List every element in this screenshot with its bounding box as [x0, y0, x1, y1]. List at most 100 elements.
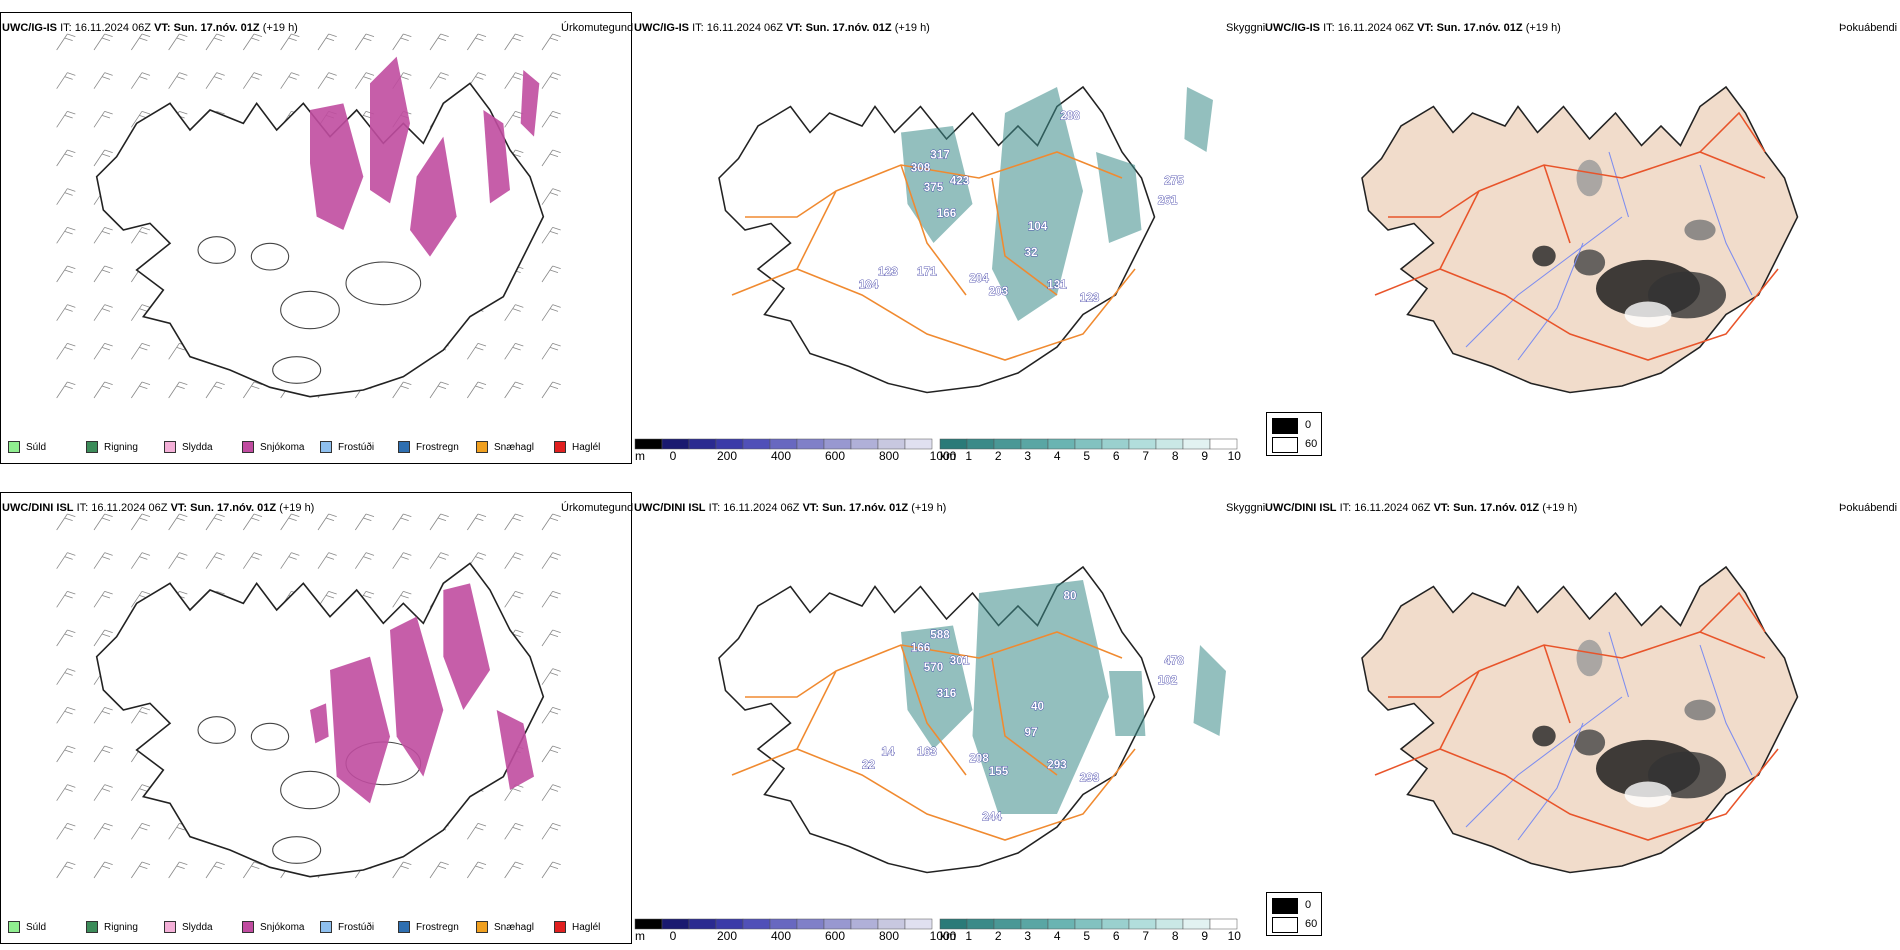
- road-network: [731, 631, 1136, 841]
- it-label: IT:: [76, 502, 89, 514]
- vt-label: VT:: [1417, 22, 1434, 34]
- panel-title: Úrkomutegund: [561, 22, 634, 34]
- fog-area: [1648, 751, 1726, 799]
- legend-label: Frostúði: [338, 921, 375, 933]
- model-name: UWC/IG-IS: [1265, 22, 1320, 34]
- glacier-outline: [197, 236, 236, 264]
- it-label: IT:: [1323, 22, 1335, 34]
- ceiling-label: 478: [1164, 655, 1184, 668]
- legend-item: Frostregn: [398, 441, 476, 453]
- ceiling-label: 301: [950, 655, 970, 668]
- ceiling-label: 123: [1080, 292, 1100, 305]
- legend-item: Haglél: [554, 921, 632, 933]
- snow-area: [390, 616, 444, 777]
- visibility-tick: 10: [1227, 929, 1241, 943]
- ceiling-label: 308: [911, 162, 931, 175]
- visibility-tick: 10: [1227, 449, 1241, 463]
- visibility-tick: 4: [1053, 449, 1061, 463]
- road-network: [731, 151, 1136, 361]
- visibility-tick: 7: [1142, 449, 1150, 463]
- lead-time: (+19 h): [1542, 502, 1578, 514]
- lead-time: (+19 h): [894, 22, 930, 34]
- fog-area: [1684, 219, 1716, 241]
- legend-item: Frostúði: [320, 441, 398, 453]
- legend-item: Rigning: [86, 921, 164, 933]
- glacier-outline: [250, 242, 290, 271]
- ceiling-label: 203: [989, 285, 1009, 298]
- ceiling-ticks: 0 200 400 600 800 1000: [646, 929, 970, 943]
- glacier-outline: [272, 836, 322, 864]
- fog-indicator-map: [1361, 565, 1799, 874]
- precip-legend: Súld Rigning Slydda Snjókoma Frostúði Frostre…: [8, 921, 632, 933]
- fog-area: [1624, 781, 1672, 808]
- legend-swatch: [398, 441, 410, 453]
- visibility-tick: 3: [1024, 449, 1032, 463]
- fog-tick: 0: [1305, 419, 1312, 431]
- ceiling-tick: 0: [669, 449, 677, 463]
- vt-label: VT:: [1433, 502, 1451, 514]
- model-name: UWC/IG-IS: [2, 22, 57, 34]
- legend-label: Frostúði: [338, 441, 375, 453]
- run-info: UWC/IG-IS IT: 16.11.2024 06Z VT: Sun. 17…: [1265, 22, 1561, 34]
- low-visibility-area: [901, 126, 973, 243]
- it-value: 16.11.2024 06Z: [91, 502, 168, 514]
- low-visibility-area: [1096, 152, 1142, 243]
- legend-item: Slydda: [164, 921, 242, 933]
- roads: [1374, 591, 1779, 841]
- legend-label: Snæhagl: [494, 921, 535, 933]
- snow-area: [370, 56, 410, 204]
- model-name: UWC/DINI ISL: [2, 502, 74, 514]
- it-value: 16.11.2024 06Z: [1354, 502, 1431, 514]
- legend-label: Súld: [26, 921, 47, 933]
- ceiling-label: 317: [930, 149, 950, 162]
- ceiling-label: 155: [989, 765, 1009, 778]
- ceiling-label: 275: [1164, 175, 1184, 188]
- fog-area: [1576, 639, 1603, 677]
- lead-time: (+19 h): [279, 502, 315, 514]
- snow-area: [410, 136, 457, 257]
- fog-tick: 60: [1305, 438, 1318, 450]
- fog-swatch-light: [1272, 437, 1298, 453]
- fog-area: [1573, 249, 1606, 276]
- legend-item: Frostregn: [398, 921, 476, 933]
- ceiling-tick: 1000: [929, 449, 957, 463]
- ceiling-label: 244: [982, 811, 1002, 824]
- ceiling-tick: 200: [716, 449, 738, 463]
- ceiling-colorbar: [634, 918, 933, 930]
- visibility-ticks: 1 2 3 4 5 6 7 8 9 10: [954, 929, 1249, 943]
- visibility-tick: 5: [1083, 449, 1091, 463]
- it-label: IT:: [692, 22, 704, 34]
- legend-swatch: [164, 921, 176, 933]
- fog-area: [1532, 725, 1556, 747]
- legend-item: Slydda: [164, 441, 242, 453]
- fog-area: [1532, 245, 1556, 267]
- rivers: [1465, 631, 1753, 841]
- legend-item: Haglél: [554, 441, 632, 453]
- run-info: UWC/IG-IS IT: 16.11.2024 06Z VT: Sun. 17…: [634, 22, 930, 34]
- glacier-outline: [250, 722, 290, 751]
- ceiling-colorbar: [634, 438, 933, 450]
- legend-item: Snjókoma: [242, 441, 320, 453]
- glacier-outline: [345, 261, 422, 306]
- ceiling-label: 171: [917, 266, 937, 279]
- ceiling-label: 316: [937, 687, 957, 700]
- ceiling-label: 104: [1028, 220, 1048, 233]
- visibility-tick: 9: [1201, 929, 1209, 943]
- vt-value: Sun. 17.nóv. 01Z: [1453, 502, 1540, 514]
- legend-label: Frostregn: [416, 441, 459, 453]
- run-info: UWC/IG-IS IT: 16.11.2024 06Z VT: Sun. 17…: [2, 22, 298, 34]
- ceiling-label: 204: [969, 272, 989, 285]
- ceiling-label: 32: [1024, 246, 1038, 259]
- legend-item: Frostúði: [320, 921, 398, 933]
- precip-type-map: [56, 33, 561, 399]
- visibility-unit: km: [940, 449, 956, 463]
- snow-area: [310, 103, 364, 230]
- run-info: UWC/DINI ISL IT: 16.11.2024 06Z VT: Sun.…: [1265, 502, 1577, 514]
- legend-label: Frostregn: [416, 921, 459, 933]
- visibility-tick: 2: [994, 449, 1002, 463]
- panel-title: Þokuábendi: [1839, 502, 1898, 514]
- legend-label: Snjókoma: [260, 921, 305, 933]
- visibility-ticks: 1 2 3 4 5 6 7 8 9 10: [954, 449, 1249, 463]
- ceiling-tick: 200: [716, 929, 738, 943]
- ceiling-label: 166: [911, 642, 931, 655]
